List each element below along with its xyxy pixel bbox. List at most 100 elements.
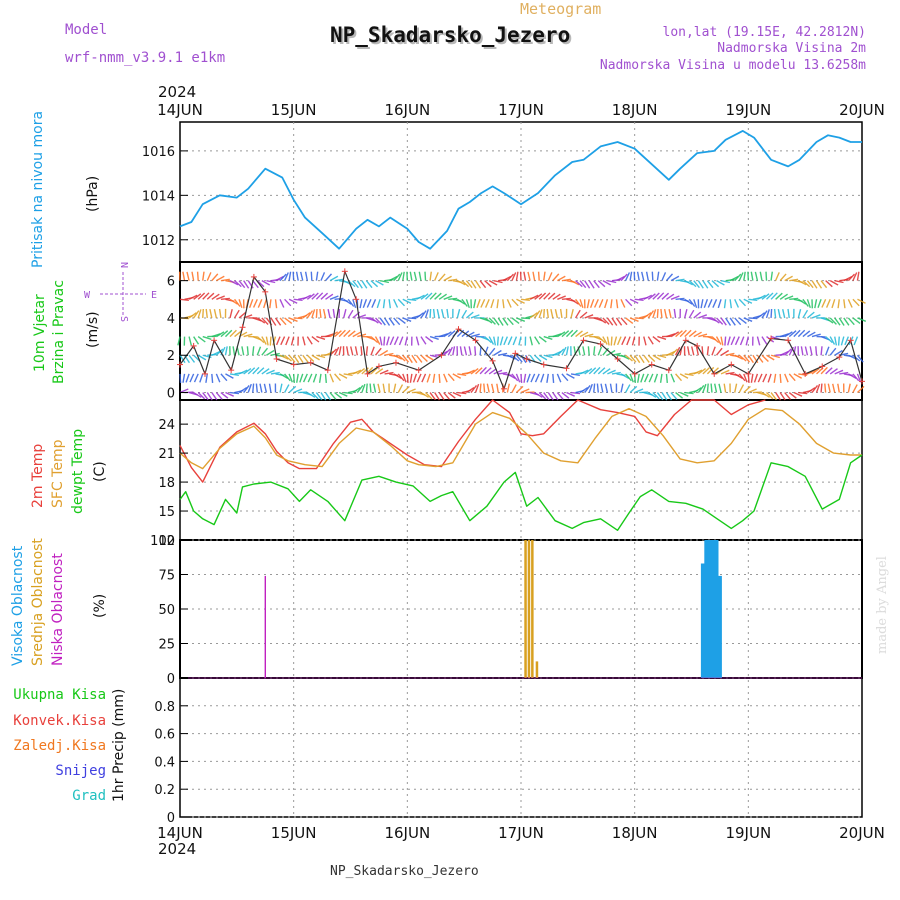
wind-arrow (797, 309, 802, 319)
wind-arrow (725, 352, 735, 356)
wind-arrow (579, 369, 589, 375)
wind-arrow (698, 314, 708, 319)
wind-arrow (720, 279, 731, 284)
wind-arrow (520, 317, 531, 320)
wind-arrow (606, 317, 614, 326)
wind-arrow (584, 280, 591, 289)
wind-arrow (243, 280, 250, 289)
wind-arrow (570, 309, 574, 319)
wind-arrow (552, 293, 561, 300)
wind-arrow (306, 293, 315, 300)
wind-arrow (797, 329, 806, 338)
wind-arrow (829, 336, 836, 345)
wind-arrow (297, 354, 304, 364)
wind-arrow (225, 391, 234, 397)
wind-arrow (643, 294, 653, 300)
wind-arrow (779, 373, 782, 383)
wind-arrow (483, 346, 489, 356)
wind-arrow (497, 317, 504, 326)
wind-arrow (848, 373, 857, 380)
wind-arrow (322, 308, 327, 319)
wind-arrow (802, 330, 811, 338)
wind-arrow (457, 280, 466, 286)
wind-arrow (415, 336, 420, 346)
wind-arrow (334, 330, 342, 338)
wind-arrow (537, 271, 540, 281)
wind-arrow (734, 273, 742, 282)
wind-arrow (693, 369, 703, 375)
wind-arrow (213, 309, 218, 319)
wind-arrow (443, 348, 451, 356)
wind-arrow (606, 336, 610, 346)
wind-arrow (670, 275, 680, 282)
wind-arrow (711, 280, 720, 288)
wind-arrow (770, 308, 773, 318)
wind-arrow (761, 354, 769, 363)
wind-arrow (793, 329, 801, 338)
wind-arrow (691, 346, 695, 356)
wind-arrow (852, 317, 861, 324)
wind-arrow (815, 280, 823, 289)
wind-arrow (738, 317, 747, 324)
wind-arrow (279, 373, 289, 380)
wind-arrow (566, 373, 575, 379)
wind-arrow (734, 299, 740, 308)
wind-arrow (447, 391, 456, 399)
wind-arrow (734, 354, 744, 360)
wind-arrow (375, 368, 384, 375)
wind-arrow (570, 391, 581, 395)
wind-arrow (188, 312, 197, 319)
wind-arrow (216, 331, 225, 338)
wind-arrow (706, 366, 715, 375)
wind-arrow (370, 336, 379, 344)
wind-arrow (647, 391, 657, 398)
wind-arrow (756, 354, 764, 363)
wind-arrow (397, 298, 406, 307)
wind-arrow (698, 333, 708, 338)
wind-arrow (620, 373, 630, 380)
wind-arrow (238, 280, 246, 289)
wind-arrow (547, 292, 556, 300)
coords-text: lon,lat (19.15E, 42.2812N) (663, 25, 867, 40)
wind-arrow (447, 346, 454, 356)
wind-arrow (634, 298, 644, 301)
wind-arrow (488, 336, 495, 345)
wind-arrow (402, 298, 412, 304)
wind-arrow (615, 299, 619, 309)
wind-arrow (602, 347, 610, 356)
wind-arrow (530, 373, 536, 383)
wind-arrow (293, 388, 303, 394)
wind-arrow (620, 383, 624, 393)
wind-arrow (506, 383, 510, 393)
wind-arrow (483, 383, 486, 393)
wind-arrow (561, 297, 571, 300)
date-label-bottom: 18JUN (612, 824, 658, 842)
wind-arrow (432, 308, 436, 319)
wind-arrow (243, 368, 252, 375)
wind-arrow (670, 392, 678, 400)
wind-arrow (811, 368, 820, 375)
wind-arrow (716, 317, 724, 325)
wind-arrow (283, 384, 290, 393)
y-tick-label: 1014 (142, 189, 175, 204)
wind-arrow (552, 392, 559, 401)
wind-arrow (320, 392, 327, 401)
wind-arrow (827, 383, 831, 393)
wind-arrow (706, 280, 714, 289)
wind-arrow (416, 373, 422, 383)
wind-arrow (432, 373, 436, 383)
wind-arrow (238, 311, 247, 319)
wind-arrow (784, 275, 793, 282)
wind-arrow (312, 373, 318, 383)
wind-arrow (688, 298, 696, 307)
wind-arrow (295, 271, 299, 281)
cloud-low-bar (264, 575, 266, 678)
wind-arrow (406, 373, 409, 383)
wind-arrow (625, 373, 632, 382)
compass-e: E (151, 290, 157, 301)
wind-arrow (216, 275, 225, 282)
wind-arrow (597, 336, 606, 344)
wind-arrow (807, 369, 816, 375)
wind-arrow (443, 295, 453, 300)
wind-arrow (557, 331, 566, 338)
